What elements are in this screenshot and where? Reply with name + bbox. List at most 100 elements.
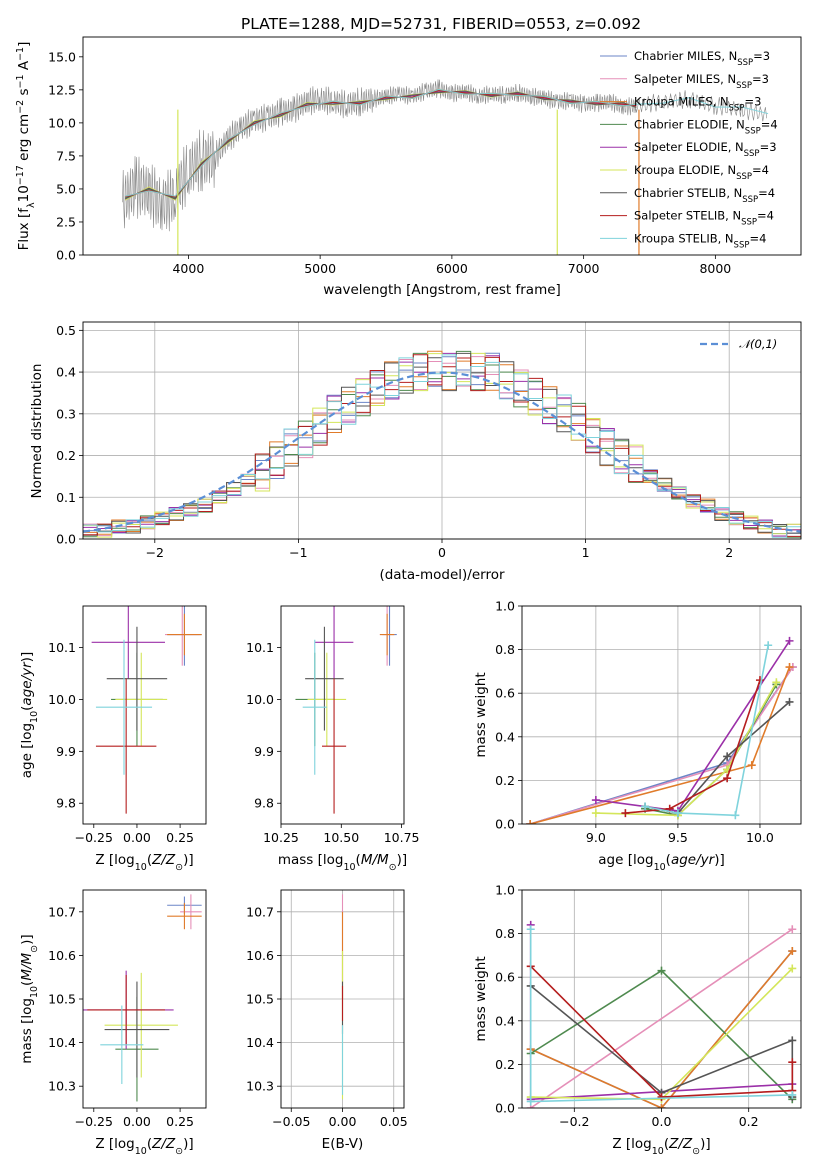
weight-marker	[785, 663, 794, 672]
axes-frame	[521, 605, 802, 825]
weight-marker	[526, 1097, 535, 1106]
residuals-x-label: (data-model)/error	[379, 567, 505, 583]
y-tick-label: 10.6	[48, 948, 76, 963]
x-tick-label: 1	[582, 545, 590, 560]
mass-vs-z-panel: −0.25 0.00 0.25 10.3 10.4 10.5 10.6 10.7 Z [log1…	[19, 889, 207, 1157]
weight-marker	[621, 809, 630, 818]
legend-label: Kroupa ELODIE, NSSP=4	[634, 163, 769, 182]
spectrum-y-label: Flux [fλ10−17 erg cm−2 s−1 A−1]	[15, 42, 37, 251]
y-tick-label: 9.9	[254, 744, 274, 759]
histogram-step	[83, 354, 801, 537]
y-tick-label: 9.8	[56, 796, 76, 811]
y-tick-label: 1.0	[495, 599, 515, 614]
y-tick-label: 0.0	[495, 1101, 515, 1116]
weight-vs-age-panel: 9.0 9.5 10.0 0.0 0.2 0.4 0.6 0.8 1.0 age [log10(a…	[473, 599, 802, 873]
y-tick-label: 0.4	[56, 365, 76, 380]
residuals-plot-area	[83, 350, 801, 538]
weight-marker	[526, 925, 535, 934]
legend-label: Chabrier ELODIE, NSSP=4	[634, 117, 778, 136]
weight-vs-z-x-label: Z [log10(Z/Z⊙)]	[612, 1136, 710, 1157]
weight-marker	[723, 774, 732, 783]
axes-frame	[82, 889, 207, 1109]
y-tick-label: 0.6	[495, 686, 515, 701]
y-tick-label: 0.2	[56, 448, 76, 463]
y-tick-label: 9.8	[254, 796, 274, 811]
x-tick-label: 4000	[172, 261, 204, 276]
y-tick-label: 10.7	[48, 904, 76, 919]
mass-vs-z-y-label: mass [log10(M/M⊙)]	[19, 934, 40, 1063]
x-tick-label: −0.05	[272, 1114, 310, 1129]
y-tick-label: 0.6	[495, 970, 515, 985]
y-tick-label: 10.0	[48, 115, 76, 130]
histogram-step	[83, 354, 801, 538]
weight-marker	[788, 964, 797, 973]
x-tick-label: −0.25	[75, 1114, 113, 1129]
x-tick-label: 10.0	[746, 830, 774, 845]
weight-line	[529, 666, 794, 824]
y-tick-label: 10.4	[48, 1035, 76, 1050]
y-tick-label: 0.1	[56, 490, 76, 505]
age-vs-z-y-label: age [log10(age/yr)]	[19, 652, 40, 778]
x-tick-label: 5000	[304, 261, 336, 276]
y-tick-label: 0.0	[495, 817, 515, 832]
mass-vs-ebv-panel: −0.05 0.00 0.05 10.3 10.4 10.5 10.6 10.7 E(B-V)	[246, 889, 408, 1152]
weight-marker	[591, 809, 600, 818]
y-tick-label: 0.2	[495, 773, 515, 788]
x-tick-label: 6000	[436, 261, 468, 276]
weight-marker	[641, 802, 650, 811]
weight-line	[644, 645, 769, 817]
age-vs-mass-x-label: mass [log10(M/M⊙)]	[278, 852, 407, 873]
spectrum-x-label: wavelength [Angstrom, rest frame]	[323, 282, 561, 298]
y-tick-label: 7.5	[56, 148, 76, 163]
residuals-y-label: Normed distribution	[29, 364, 45, 499]
x-tick-label: 0.00	[123, 830, 151, 845]
reference-legend-label: 𝒩(0,1)	[739, 337, 777, 351]
weight-marker	[657, 1104, 666, 1108]
x-tick-label: 9.0	[586, 830, 606, 845]
y-tick-label: 2.5	[56, 214, 76, 229]
y-tick-label: 9.9	[56, 744, 76, 759]
x-tick-label: 0.25	[166, 1114, 194, 1129]
y-tick-label: 10.5	[48, 992, 76, 1007]
y-tick-label: 0.8	[495, 926, 515, 941]
weight-marker	[591, 796, 600, 805]
y-tick-label: 0.4	[495, 1013, 515, 1028]
weight-marker	[785, 636, 794, 645]
age-vs-z-plot-area	[91, 606, 202, 814]
y-tick-label: 0.3	[56, 406, 76, 421]
spectrum-legend: Chabrier MILES, NSSP=3 Salpeter MILES, NS…	[600, 49, 778, 250]
y-tick-label: 10.0	[48, 692, 76, 707]
x-tick-label: 0.00	[329, 1114, 357, 1129]
spectrum-panel: 4000 5000 6000 7000 8000 0.0 2.5 5.0 7.5 10.0 12.5…	[15, 36, 802, 298]
x-tick-label: 0	[438, 545, 446, 560]
x-tick-label: −2	[146, 545, 164, 560]
weight-line	[625, 679, 761, 814]
x-tick-label: 7000	[568, 261, 600, 276]
y-tick-label: 10.3	[48, 1079, 76, 1094]
y-tick-label: 10.6	[246, 948, 274, 963]
axes-frame	[82, 321, 802, 540]
legend-label: Kroupa STELIB, NSSP=4	[634, 231, 766, 250]
observed-spectrum-line	[122, 79, 767, 232]
legend-label: Chabrier MILES, NSSP=3	[634, 49, 770, 68]
y-tick-label: 5.0	[56, 181, 76, 196]
x-tick-label: −0.25	[75, 830, 113, 845]
y-tick-label: 15.0	[48, 49, 76, 64]
weight-marker	[657, 966, 666, 975]
x-tick-label: −0.2	[559, 1114, 589, 1129]
age-vs-z-panel: −0.25 0.00 0.25 9.8 9.9 10.0 10.1 Z [log10(Z/Z⊙…	[19, 605, 207, 873]
weight-line	[530, 965, 794, 1098]
x-tick-label: 0.2	[739, 1114, 759, 1129]
y-tick-label: 0.8	[495, 642, 515, 657]
weight-vs-age-y-label: mass weight	[473, 672, 489, 757]
weight-vs-z-plot-area	[526, 920, 797, 1108]
weight-line	[595, 640, 791, 812]
mass-vs-z-x-label: Z [log10(Z/Z⊙)]	[95, 1136, 193, 1157]
x-tick-label: 0.25	[166, 830, 194, 845]
weight-vs-age-x-label: age [log10(age/yr)]	[598, 852, 724, 873]
y-tick-label: 0.4	[495, 729, 515, 744]
weight-vs-z-panel: −0.2 0.0 0.2 0.0 0.2 0.4 0.6 0.8 1.0 Z [log10(Z/Z…	[473, 883, 802, 1157]
x-tick-label: −1	[289, 545, 307, 560]
weight-marker	[788, 1090, 797, 1099]
mass-vs-z-plot-area	[83, 894, 202, 1102]
